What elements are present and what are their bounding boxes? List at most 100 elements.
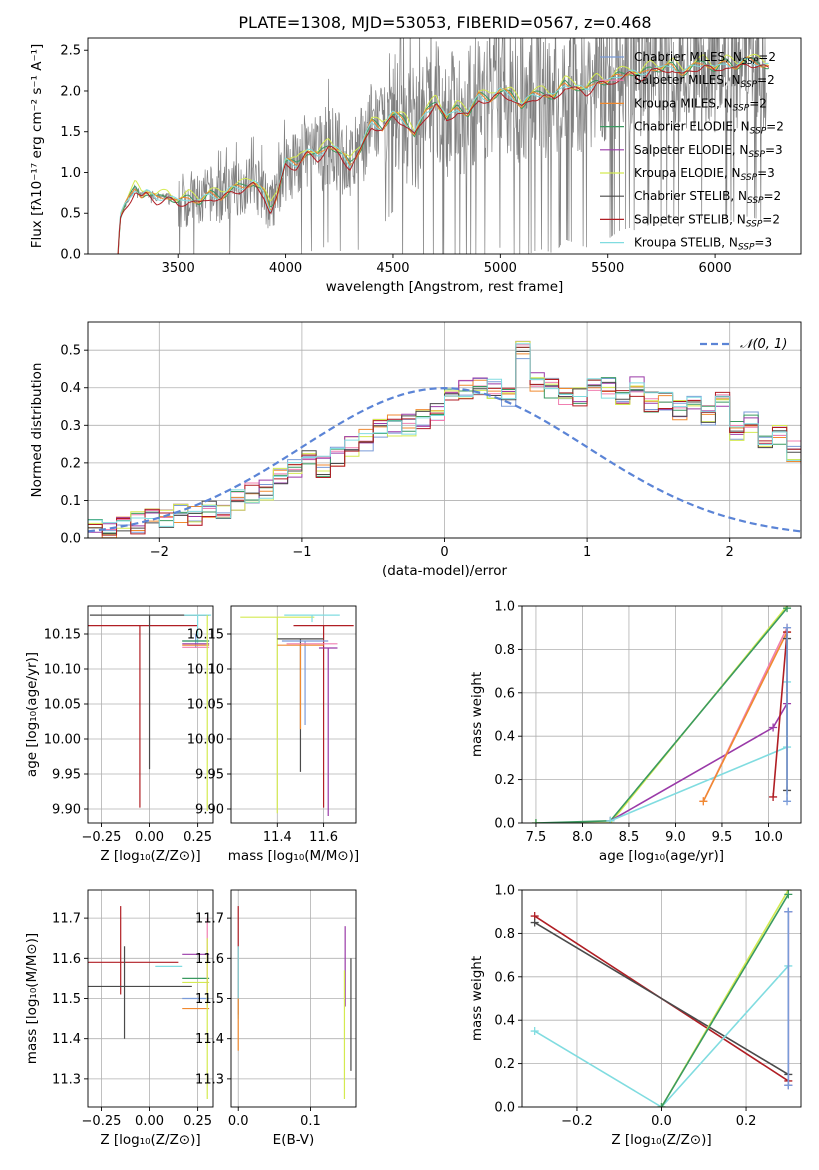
weight-series-line [702,631,788,802]
axes-frame [230,889,357,1108]
legend-label: Chabrier STELIB, NSSP=2 [634,189,781,206]
x-tick-label: 0.25 [183,1114,212,1129]
y-tick-label: 10.05 [187,698,224,713]
plot-area [88,614,212,812]
x-tick-label: 2 [726,545,734,560]
plot-area [88,906,210,1099]
y-tick-label: 11.5 [52,992,81,1007]
axes-frame [521,605,802,824]
panel-age_vs_mass: 11.4 11.6 9.90 9.95 10.00 10.05 10.10 10.15 mass… [187,605,359,864]
legend-label: Salpeter MILES, NSSP=2 [634,73,775,90]
legend-subscript: SSP [742,57,759,67]
legend-subscript: SSP [750,127,767,137]
x-tick-label: 1 [583,545,591,560]
y-tick-label: 0.4 [60,381,81,396]
y-tick-label: 11.7 [52,912,81,927]
weight-point-marker [531,819,540,823]
model-spectrum-line [117,57,769,253]
legend-nssp: =3 [757,166,775,180]
legend-nssp: =2 [757,73,775,87]
weight-point-marker [784,1081,793,1090]
legend-nssp: =3 [765,143,783,157]
panel-weight_vs_Z: −0.2 0.0 0.2 0.0 0.2 0.4 0.6 0.8 1.0 Z [log₁₀(Z/Z… [469,884,802,1148]
y-tick-label: 0.0 [60,248,81,263]
legend-label: Salpeter ELODIE, NSSP=3 [634,143,783,160]
weight-series-line [535,606,788,823]
legend-subscript: SSP [746,219,763,229]
panel-mass_vs_Z: −0.25 0.00 0.25 11.3 11.4 11.5 11.6 11.7 Z [log₁… [24,889,214,1148]
y-tick-label: 0.0 [60,532,81,547]
y-tick-label: 0.0 [494,817,515,832]
axes-frame [230,605,357,824]
residual-histogram [88,346,801,538]
y-tick-label: 1.0 [60,166,81,181]
y-tick-label: 0.2 [60,456,81,471]
x-tick-label: −1 [292,545,311,560]
y-tick-label: 11.5 [195,992,224,1007]
x-tick-label: −0.25 [82,830,122,845]
weight-point-marker [657,1103,666,1107]
x-tick-label: 9.0 [665,830,686,845]
x-tick-label: 5500 [591,261,624,276]
legend-label: 𝒩(0, 1) [740,337,787,352]
y-tick-label: 10.05 [44,698,81,713]
y-tick-label: 11.7 [195,912,224,927]
errorbar-point [284,614,340,623]
x-tick-label: 11.6 [309,830,338,845]
weight-point-marker [769,792,778,801]
legend-label: Salpeter STELIB, NSSP=2 [634,212,780,229]
weight-point-marker [606,816,615,823]
x-tick-label: −2 [150,545,169,560]
y-tick-label: 0.1 [60,494,81,509]
weight-series-line [772,631,788,798]
residual-histogram [88,343,801,538]
y-axis-label: mass weight [469,956,485,1041]
x-tick-label: −0.25 [82,1114,122,1129]
normal-curve [88,387,801,533]
x-tick-label: 0.0 [651,1114,672,1129]
model-spectrum-line [117,63,770,254]
y-tick-label: 9.95 [195,768,224,783]
panel-spectrum: 3500 4000 4500 5000 5500 6000 0.0 0.5 1.0 1.5 2.0 2… [29,37,802,295]
x-tick-label: 0.00 [135,1114,164,1129]
legend-nssp: =2 [758,50,776,64]
plot-area [117,38,770,254]
axes-frame [521,889,802,1108]
x-tick-label: 8.0 [572,830,593,845]
legend-subscript: SSP [733,103,750,113]
y-tick-label: 0.4 [494,1014,515,1029]
errorbar-point [88,624,198,808]
weight-series-line [534,965,789,1107]
residual-histogram [88,341,801,538]
legend-nssp: =2 [764,189,782,203]
x-axis-label: (data-model)/error [382,563,508,579]
x-tick-label: 7.5 [526,830,547,845]
y-tick-label: 10.10 [44,663,81,678]
weight-series-line [660,893,790,1107]
weight-point-marker [783,606,792,613]
x-tick-label: 10.0 [754,830,783,845]
x-tick-label: 4500 [376,261,409,276]
x-axis-label: wavelength [Angstrom, rest frame] [326,279,564,295]
legend-nssp: =2 [749,96,767,110]
residual-histogram [88,346,801,538]
y-axis-label: Normed distribution [29,363,45,498]
x-axis-label: Z [log₁₀(Z/Z⊙)] [100,848,200,864]
errorbar-point [318,647,338,816]
y-axis-label: Flux [fλ10⁻¹⁷ erg cm⁻² s⁻¹ A⁻¹] [29,44,45,249]
plot-area [530,890,793,1107]
axes-frame [87,37,802,255]
y-tick-label: 11.3 [52,1072,81,1087]
errorbar-point [240,616,315,814]
y-tick-label: 1.0 [494,600,515,615]
legend-nssp: =2 [762,212,780,226]
y-axis-label: mass [log₁₀(M/M⊙)] [24,933,40,1064]
x-tick-label: 11.4 [263,830,292,845]
y-tick-label: 9.90 [52,803,81,818]
y-tick-label: 11.4 [52,1032,81,1047]
y-tick-label: 9.95 [52,768,81,783]
residual-histogram [88,344,801,538]
errorbar-point [88,946,192,1039]
panel-age_vs_Z: −0.25 0.00 0.25 9.90 9.95 10.00 10.05 10.10 10.1… [24,605,214,864]
x-tick-label: 4000 [269,261,302,276]
